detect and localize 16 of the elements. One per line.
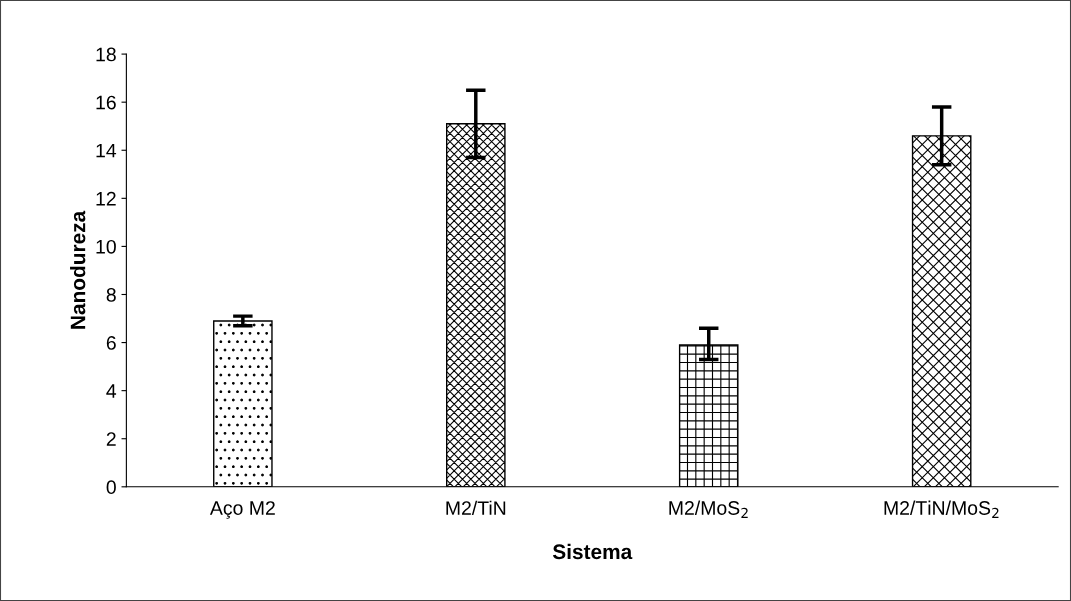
x-tick-label: M2/TiN	[446, 500, 506, 515]
y-tick-label: 12	[96, 191, 116, 206]
x-tick-label: Aço M2	[209, 501, 275, 519]
y-tick-label: 16	[96, 95, 116, 110]
y-tick-label: 10	[96, 239, 116, 254]
y-tick-label: 0	[106, 480, 116, 495]
y-tick-label: 2	[106, 432, 116, 446]
y-tick-label: 6	[106, 336, 116, 350]
y-tick-label: 4	[106, 384, 117, 398]
x-tick-label: M2/TiN/MoS$_{2}$	[884, 500, 999, 518]
y-tick-label: 18	[96, 47, 116, 62]
y-axis-title: Nanodureza	[70, 210, 86, 329]
y-tick-label: 8	[106, 287, 116, 302]
x-axis-title: Sistema	[552, 543, 633, 560]
x-tick-label: M2/MoS$_{2}$	[669, 500, 748, 518]
y-tick-label: 14	[96, 143, 117, 158]
